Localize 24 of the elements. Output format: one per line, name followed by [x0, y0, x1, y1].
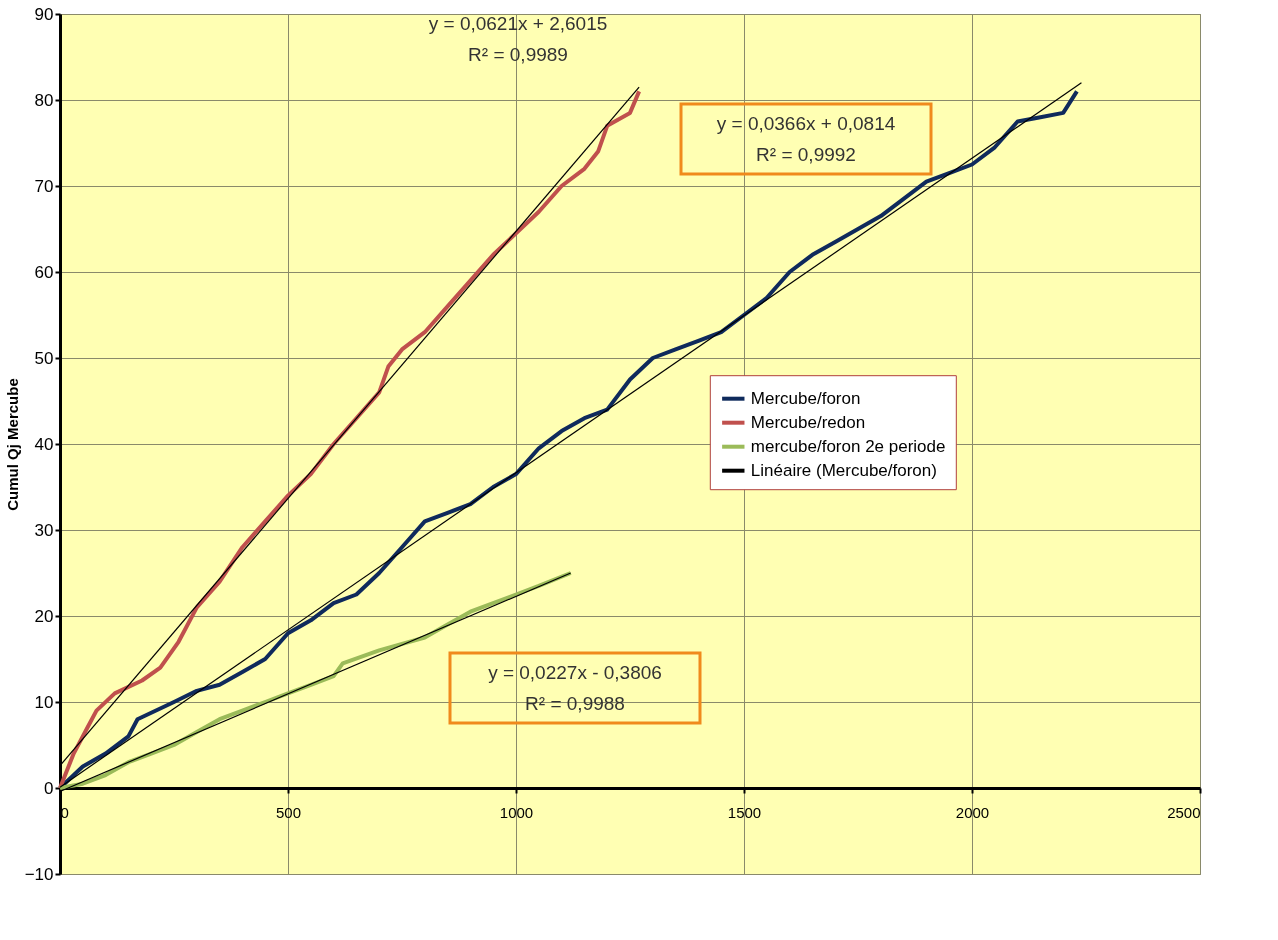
- y-tick-label: 90: [34, 4, 54, 24]
- legend-label: Mercube/redon: [750, 412, 866, 432]
- y-tick-label: −10: [24, 864, 54, 884]
- legend-label: Mercube/foron: [750, 388, 861, 408]
- y-tick-label: 30: [34, 520, 54, 540]
- legend-label: mercube/foron 2e periode: [750, 436, 946, 456]
- y-tick-label: 80: [34, 90, 54, 110]
- annotation: R² = 0,9992: [756, 144, 856, 165]
- x-tick-label: 2500: [1167, 803, 1201, 821]
- annotation: y = 0,0366x + 0,0814: [716, 113, 896, 134]
- x-tick-label: 1500: [727, 803, 762, 821]
- x-tick-label: 1000: [499, 803, 534, 821]
- y-tick-label: 0: [44, 778, 54, 798]
- y-tick-label: 10: [34, 692, 54, 712]
- y-tick-label: 60: [34, 262, 54, 282]
- y-axis-title: Cumul Qj Mercube: [3, 378, 21, 511]
- x-tick-label: 2000: [955, 803, 990, 821]
- y-tick-label: 40: [34, 434, 54, 454]
- annotation: y = 0,0227x - 0,3806: [488, 662, 662, 683]
- x-tick-label: 500: [275, 803, 302, 821]
- legend-label: Linéaire (Mercube/foron): [750, 460, 937, 480]
- y-tick-label: 70: [34, 176, 54, 196]
- y-tick-label: 50: [34, 348, 54, 368]
- y-tick-label: 20: [34, 606, 54, 626]
